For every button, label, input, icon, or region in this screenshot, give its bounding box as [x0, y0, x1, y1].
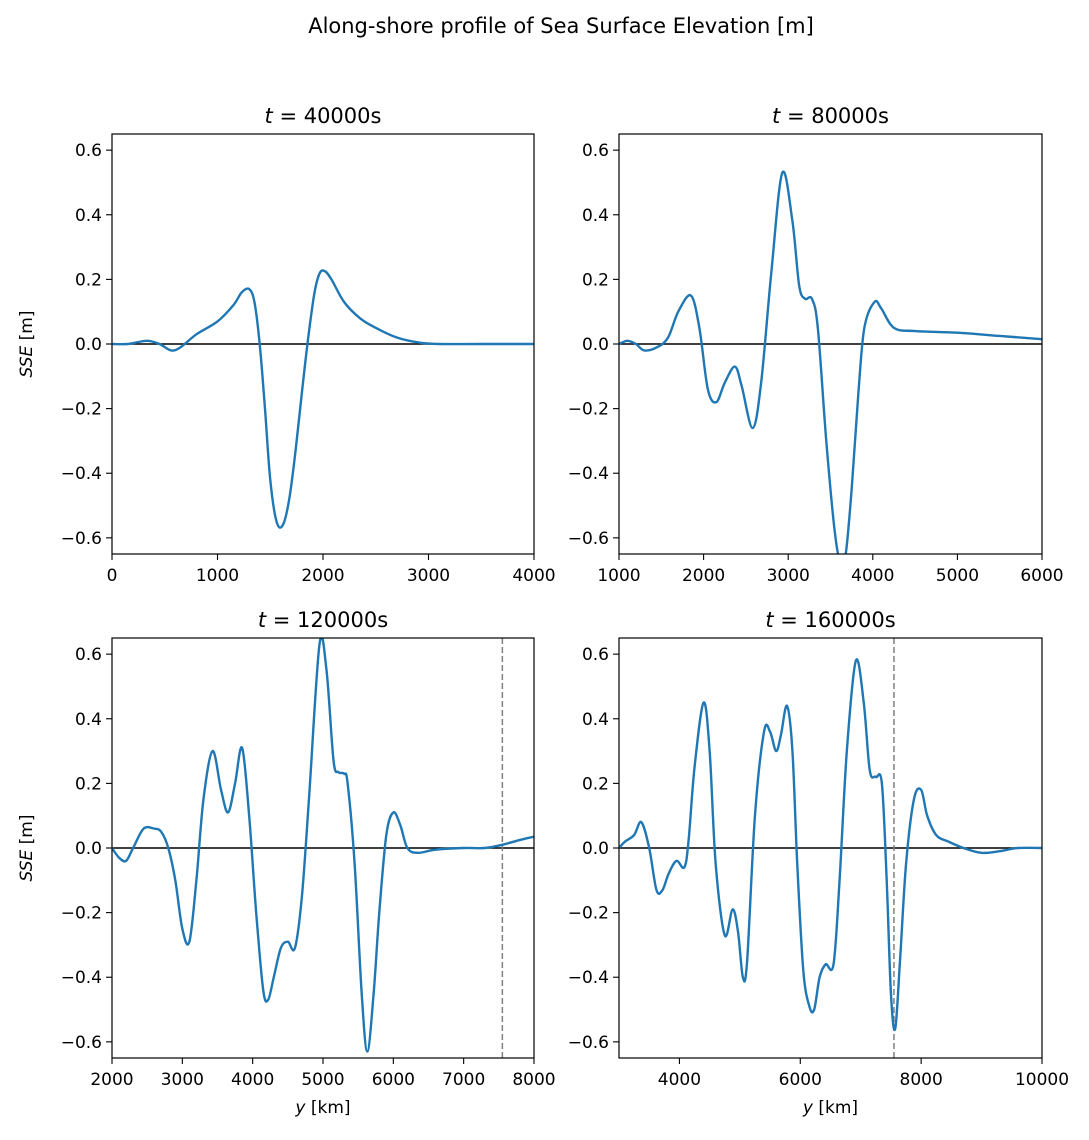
x-tick-label: 2000	[90, 1070, 133, 1090]
y-tick-label: 0.2	[75, 270, 102, 290]
series-line-1	[619, 658, 1042, 1032]
y-tick-label: −0.2	[568, 400, 609, 420]
y-tick-label: −0.4	[568, 464, 609, 484]
y-tick-label: 0.6	[75, 141, 102, 161]
x-tick-label: 3000	[407, 566, 450, 586]
figure-suptitle: Along-shore profile of Sea Surface Eleva…	[308, 14, 814, 38]
y-tick-label: 0.2	[75, 774, 102, 794]
x-tick-label: 6000	[779, 1070, 822, 1090]
y-tick-label: −0.2	[61, 400, 102, 420]
y-tick-label: −0.6	[568, 529, 609, 549]
x-tick-label: 2000	[301, 566, 344, 586]
y-axis-label: SSE [m]	[17, 815, 37, 882]
panel-title: t = 120000s	[258, 608, 388, 632]
panel-title: t = 40000s	[265, 104, 382, 128]
y-tick-label: 0.6	[582, 645, 609, 665]
y-axis-label: SSE [m]	[17, 311, 37, 378]
panel-title: t = 160000s	[765, 608, 895, 632]
panels: 0 1000 2000 3000 4000 −0.6 −0.4 −0.2 0.0 0.2 0.4 0.…	[17, 104, 1069, 1118]
y-tick-label: 0.0	[75, 839, 102, 859]
y-tick-label: −0.6	[568, 1033, 609, 1053]
x-tick-label: 8000	[900, 1070, 943, 1090]
x-tick-label: 4000	[658, 1070, 701, 1090]
y-tick-label: −0.4	[568, 968, 609, 988]
x-tick-label: 8000	[512, 1070, 555, 1090]
x-tick-label: 3000	[161, 1070, 204, 1090]
x-tick-label: 1000	[597, 566, 640, 586]
y-tick-label: −0.6	[61, 1033, 102, 1053]
y-tick-label: 0.2	[582, 774, 609, 794]
x-tick-label: 6000	[1020, 566, 1063, 586]
panel-title: t = 80000s	[772, 104, 889, 128]
panel-1: 0 1000 2000 3000 4000 −0.6 −0.4 −0.2 0.0 0.2 0.4 0.…	[17, 104, 556, 586]
x-tick-label: 6000	[372, 1070, 415, 1090]
series-line-1	[619, 170, 1042, 554]
y-tick-label: −0.4	[61, 968, 102, 988]
y-tick-label: 0.0	[582, 335, 609, 355]
y-tick-label: 0.0	[75, 335, 102, 355]
x-tick-label: 4000	[512, 566, 555, 586]
x-tick-label: 1000	[196, 566, 239, 586]
x-tick-label: 7000	[442, 1070, 485, 1090]
x-tick-label: 5000	[301, 1070, 344, 1090]
y-tick-label: 0.6	[582, 141, 609, 161]
x-tick-label: 4000	[231, 1070, 274, 1090]
x-tick-label: 10000	[1015, 1070, 1069, 1090]
y-tick-label: −0.4	[61, 464, 102, 484]
x-axis-label: y [km]	[802, 1098, 858, 1118]
y-tick-label: −0.6	[61, 529, 102, 549]
panel-4: 4000 6000 8000 10000 −0.6 −0.4 −0.2 0.0 0.2 0.4 0.…	[568, 608, 1069, 1118]
series-line-1	[112, 269, 534, 529]
x-tick-label: 4000	[851, 566, 894, 586]
y-tick-label: 0.4	[75, 206, 102, 226]
x-tick-label: 0	[107, 566, 118, 586]
y-tick-label: 0.6	[75, 645, 102, 665]
y-tick-label: −0.2	[61, 904, 102, 924]
y-tick-label: 0.4	[582, 206, 609, 226]
panel-3: 2000 3000 4000 5000 6000 7000 8000 −0.6 −0.4 −0.2…	[17, 608, 556, 1118]
y-tick-label: 0.4	[582, 710, 609, 730]
x-tick-label: 5000	[936, 566, 979, 586]
series-line-1	[112, 638, 534, 1053]
panel-2: 1000 2000 3000 4000 5000 6000 −0.6 −0.4 −0.2 0.0 0…	[568, 104, 1064, 586]
y-tick-label: 0.4	[75, 710, 102, 730]
y-tick-label: −0.2	[568, 904, 609, 924]
x-tick-label: 3000	[767, 566, 810, 586]
y-tick-label: 0.0	[582, 839, 609, 859]
x-tick-label: 2000	[682, 566, 725, 586]
x-axis-label: y [km]	[294, 1098, 350, 1118]
y-tick-label: 0.2	[582, 270, 609, 290]
